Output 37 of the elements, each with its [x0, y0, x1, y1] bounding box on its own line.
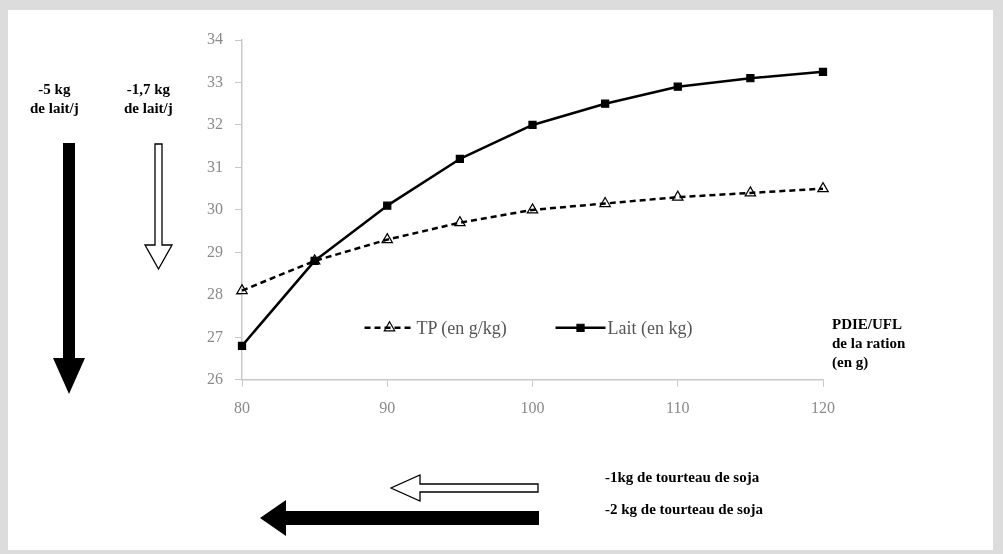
- point: [383, 201, 392, 210]
- point: [671, 190, 684, 201]
- point: [236, 284, 248, 295]
- point: [600, 99, 610, 108]
- legend-label: Lait (en kg): [607, 317, 693, 339]
- y-tick-label: 27: [207, 327, 223, 345]
- x-tick-label: 80: [234, 398, 250, 416]
- point: [744, 186, 757, 197]
- y-tick-label: 33: [207, 72, 223, 90]
- point: [526, 203, 539, 214]
- y-tick-label: 31: [207, 157, 223, 175]
- point: [237, 341, 247, 350]
- point: [454, 216, 466, 227]
- x-axis-title: PDIE/UFL de la ration (en g): [832, 315, 906, 372]
- text: -2 kg de tourteau de soja: [605, 500, 763, 519]
- x-tick-label: 100: [520, 398, 545, 416]
- y-tick-label: 29: [207, 242, 223, 260]
- y-tick-label: 30: [207, 200, 223, 218]
- point: [381, 233, 394, 244]
- point: [817, 182, 829, 193]
- legend-label: TP (en g/kg): [416, 317, 507, 339]
- point: [599, 196, 611, 208]
- x-tick-label: 110: [666, 398, 690, 416]
- text: -5 kg de lait/j: [30, 80, 79, 118]
- point: [673, 82, 682, 91]
- point: [528, 120, 537, 130]
- y-tick-label: 34: [207, 30, 223, 48]
- y-tick-label: 26: [207, 370, 223, 387]
- y-tick-label: 32: [207, 115, 223, 133]
- text: -1,7 kg de lait/j: [124, 80, 173, 118]
- point: [818, 67, 828, 76]
- point: [746, 74, 755, 83]
- x-tick-label: 90: [379, 398, 396, 416]
- point: [455, 154, 465, 164]
- x-tick-label: 120: [811, 398, 835, 416]
- y-tick-label: 28: [207, 285, 223, 303]
- text: -1kg de tourteau de soja: [605, 468, 760, 487]
